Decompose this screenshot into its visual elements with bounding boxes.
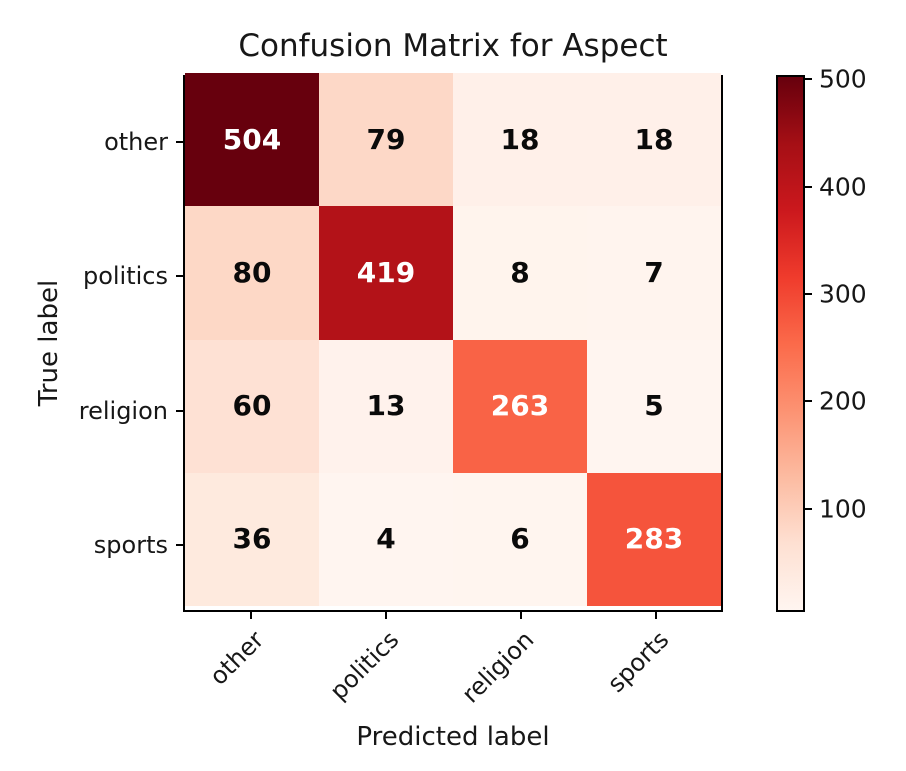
colorbar-tick-mark [804,185,812,188]
cell-other-religion: 18 [453,73,587,207]
cell-other-sports: 18 [587,73,721,207]
cell-sports-sports: 283 [587,472,721,606]
cell-sports-religion: 6 [453,472,587,606]
colorbar-tick-label-400: 400 [819,172,867,202]
ytick-mark [176,409,183,412]
ytick-mark [176,543,183,546]
cell-politics-sports: 7 [587,206,721,340]
cell-religion-other: 60 [185,339,319,473]
y-axis-label: True label [34,279,64,407]
ytick-label-politics: politics [82,262,168,291]
ytick-label-religion: religion [78,396,168,425]
colorbar-tick-label-300: 300 [819,279,867,309]
xtick-mark [519,612,522,619]
colorbar-tick-label-100: 100 [819,494,867,524]
cell-religion-religion: 263 [453,339,587,473]
ytick-label-other: other [104,128,168,157]
cell-sports-politics: 4 [319,472,453,606]
cell-sports-other: 36 [185,472,319,606]
ytick-mark [176,141,183,144]
chart-title: Confusion Matrix for Aspect [238,28,668,64]
ytick-label-sports: sports [93,530,168,559]
x-axis-label: Predicted label [356,722,550,752]
ytick-mark [176,275,183,278]
cell-politics-politics: 419 [319,206,453,340]
cell-politics-religion: 8 [453,206,587,340]
colorbar [776,75,805,612]
cell-other-politics: 79 [319,73,453,207]
colorbar-tick-label-200: 200 [819,386,867,416]
cell-politics-other: 80 [185,206,319,340]
heatmap-plot: 504 79 18 18 80 419 8 7 60 13 263 5 36 4 6 283 [183,73,723,612]
colorbar-tick-mark [804,507,812,510]
cell-other-other: 504 [185,73,319,207]
xtick-mark [249,612,252,619]
cell-religion-sports: 5 [587,339,721,473]
colorbar-tick-mark [804,293,812,296]
xtick-mark [654,612,657,619]
cell-religion-politics: 13 [319,339,453,473]
colorbar-tick-mark [804,78,812,81]
colorbar-tick-label-500: 500 [819,64,867,94]
xtick-mark [384,612,387,619]
colorbar-tick-mark [804,400,812,403]
